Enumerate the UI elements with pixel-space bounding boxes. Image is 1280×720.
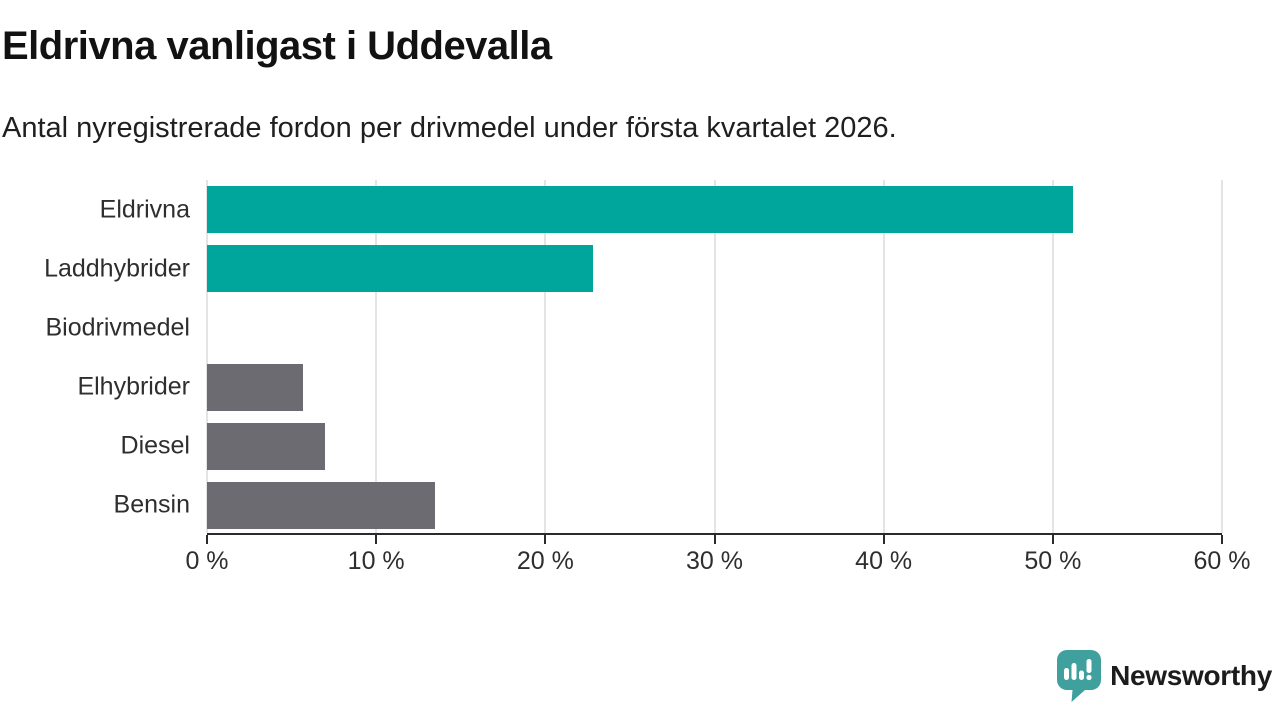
category-label: Elhybrider bbox=[77, 372, 190, 401]
x-axis-tick-label: 40 % bbox=[855, 547, 913, 575]
category-label: Bensin bbox=[113, 490, 190, 519]
x-axis-tick-label: 20 % bbox=[516, 547, 574, 575]
chart-title: Eldrivna vanligast i Uddevalla bbox=[2, 24, 552, 68]
bar-diesel bbox=[207, 422, 326, 470]
category-label: Eldrivna bbox=[99, 195, 190, 224]
category-label: Laddhybrider bbox=[44, 254, 190, 283]
plot-area: 0 % 10 % 20 % 30 % 40 % 50 % 60 % bbox=[185, 180, 1250, 575]
x-axis-tick-mark bbox=[1051, 535, 1054, 544]
category-label: Diesel bbox=[120, 431, 190, 460]
x-axis-tick-label: 50 % bbox=[1024, 547, 1082, 575]
x-axis-tick-label: 30 % bbox=[686, 547, 743, 575]
x-axis-tick-mark bbox=[713, 535, 716, 544]
brand-name: Newsworthy bbox=[1110, 660, 1272, 691]
gridline bbox=[206, 180, 208, 533]
gridline bbox=[544, 180, 547, 533]
x-axis-tick-mark bbox=[206, 535, 208, 544]
gridline bbox=[375, 180, 378, 533]
gridline bbox=[713, 180, 716, 533]
gridline bbox=[1051, 180, 1054, 533]
category-label: Biodrivmedel bbox=[45, 313, 190, 342]
x-axis-tick-label: 60 % bbox=[1193, 547, 1251, 575]
x-axis-tick-mark bbox=[882, 535, 885, 544]
x-axis-tick-mark bbox=[375, 535, 378, 544]
newsworthy-brand: Newsworthy bbox=[1057, 650, 1272, 702]
gridline bbox=[1221, 180, 1223, 533]
x-axis-tick-mark bbox=[544, 535, 547, 544]
newsworthy-logo-icon bbox=[1057, 650, 1102, 702]
bar-eldrivna bbox=[207, 186, 1074, 234]
x-axis-tick-label: 10 % bbox=[347, 547, 405, 575]
x-axis-tick-mark bbox=[1221, 535, 1223, 544]
category-axis: Eldrivna Laddhybrider Biodrivmedel Elhybrid… bbox=[0, 180, 190, 535]
bar-elhybrider bbox=[207, 363, 304, 411]
chart-subtitle: Antal nyregistrerade fordon per drivmede… bbox=[2, 112, 897, 144]
bar-bensin bbox=[207, 481, 436, 529]
bar-laddhybrider bbox=[207, 245, 593, 293]
gridline bbox=[882, 180, 885, 533]
x-axis-tick-label: 0 % bbox=[185, 547, 229, 575]
